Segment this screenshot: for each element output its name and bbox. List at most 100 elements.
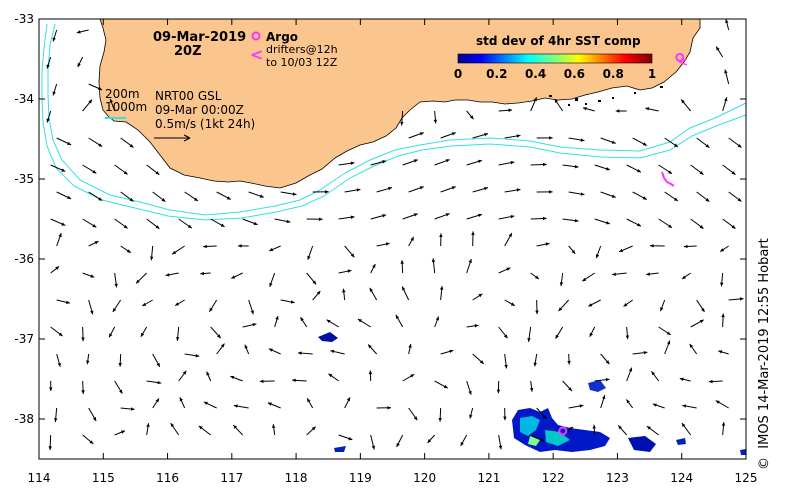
current-vector bbox=[720, 272, 724, 287]
y-tick-label: -37 bbox=[14, 332, 34, 346]
current-vector bbox=[562, 218, 579, 223]
current-vector bbox=[408, 343, 412, 355]
current-vector bbox=[664, 191, 679, 202]
argo-legend-icon bbox=[251, 31, 261, 41]
current-vector bbox=[708, 379, 723, 384]
current-vector bbox=[269, 245, 281, 252]
current-vector bbox=[56, 191, 72, 200]
current-vector bbox=[344, 245, 355, 258]
current-vector bbox=[114, 380, 123, 394]
current-vector bbox=[600, 191, 616, 198]
current-vector bbox=[114, 218, 128, 229]
current-vector bbox=[184, 353, 200, 358]
current-vector bbox=[108, 326, 116, 338]
current-vector bbox=[400, 260, 404, 274]
x-tick-label: 120 bbox=[413, 471, 436, 485]
argo-legend-label: Argo bbox=[266, 30, 298, 44]
x-tick-label: 116 bbox=[156, 471, 179, 485]
current-vector bbox=[722, 218, 736, 229]
current-vector bbox=[280, 191, 297, 196]
current-vector bbox=[683, 244, 697, 249]
current-vector bbox=[594, 377, 610, 382]
current-vector bbox=[306, 217, 323, 221]
current-vector bbox=[300, 316, 308, 328]
y-tick-label: -38 bbox=[14, 412, 34, 426]
current-vector bbox=[722, 97, 728, 112]
current-vector bbox=[626, 218, 642, 227]
current-vector bbox=[330, 349, 345, 355]
current-vector bbox=[268, 348, 281, 355]
isobath-200-label: 200m bbox=[105, 87, 140, 101]
vector-scale-label: 0.5m/s (1kt 24h) bbox=[155, 117, 255, 131]
x-tick-label: 118 bbox=[285, 471, 308, 485]
current-vector bbox=[568, 137, 585, 142]
current-vector bbox=[370, 160, 387, 166]
current-vector bbox=[344, 188, 361, 193]
current-vector bbox=[82, 272, 95, 278]
x-tick-label: 122 bbox=[542, 471, 565, 485]
current-vector bbox=[536, 136, 553, 140]
colorbar bbox=[457, 53, 653, 64]
current-vector bbox=[530, 216, 547, 221]
current-vector bbox=[200, 271, 211, 276]
argo-floats bbox=[558, 52, 685, 436]
current-vector bbox=[568, 404, 584, 409]
current-vector bbox=[120, 245, 132, 254]
current-vector bbox=[210, 218, 225, 228]
product-line2: 09-Mar 00:00Z bbox=[155, 103, 244, 117]
current-vector bbox=[651, 371, 660, 382]
current-vector bbox=[82, 218, 97, 228]
current-vector bbox=[306, 272, 317, 285]
current-vector bbox=[431, 258, 436, 274]
current-vector bbox=[600, 353, 610, 365]
current-vector bbox=[367, 344, 378, 355]
current-vector bbox=[338, 161, 355, 166]
current-vector bbox=[342, 288, 346, 301]
current-vector bbox=[696, 191, 710, 203]
vector-scale-arrow bbox=[154, 134, 191, 142]
drifter-legend-line1: drifters@12h bbox=[266, 43, 338, 56]
current-vector bbox=[88, 299, 94, 315]
current-vector bbox=[141, 299, 153, 307]
current-vector bbox=[198, 425, 211, 436]
current-vector bbox=[274, 315, 279, 328]
current-vector bbox=[725, 19, 730, 31]
current-vector bbox=[338, 215, 355, 220]
current-vector bbox=[558, 299, 570, 312]
current-vector bbox=[689, 343, 698, 355]
current-vector bbox=[165, 272, 179, 277]
current-vector bbox=[112, 299, 122, 313]
current-vector bbox=[632, 137, 648, 146]
current-vector bbox=[297, 351, 313, 355]
current-vector bbox=[408, 132, 424, 139]
current-vector bbox=[46, 56, 52, 69]
current-vector bbox=[231, 272, 243, 279]
current-vector bbox=[307, 245, 314, 260]
current-vector bbox=[721, 313, 725, 328]
current-vector bbox=[82, 99, 93, 112]
current-vector bbox=[408, 407, 418, 421]
current-vector bbox=[472, 293, 483, 301]
current-vector bbox=[536, 190, 553, 194]
current-vector bbox=[588, 299, 601, 307]
current-vectors bbox=[46, 19, 744, 450]
current-vector bbox=[376, 186, 393, 193]
current-vector bbox=[533, 353, 538, 367]
colorbar-tick-label: 0.2 bbox=[486, 67, 507, 81]
current-vector bbox=[681, 422, 692, 436]
current-vector bbox=[724, 69, 730, 85]
x-tick-label: 115 bbox=[92, 471, 115, 485]
current-vector bbox=[259, 379, 275, 384]
current-vector bbox=[530, 434, 545, 442]
current-vector bbox=[274, 218, 291, 224]
current-vector bbox=[623, 299, 633, 307]
y-tick-label: -36 bbox=[14, 252, 34, 266]
current-vector bbox=[626, 164, 642, 173]
current-vector bbox=[664, 340, 671, 355]
current-vector bbox=[370, 263, 376, 274]
current-vector bbox=[466, 380, 472, 395]
current-vector bbox=[52, 29, 58, 42]
current-vector bbox=[369, 287, 378, 301]
current-vector bbox=[664, 137, 679, 148]
